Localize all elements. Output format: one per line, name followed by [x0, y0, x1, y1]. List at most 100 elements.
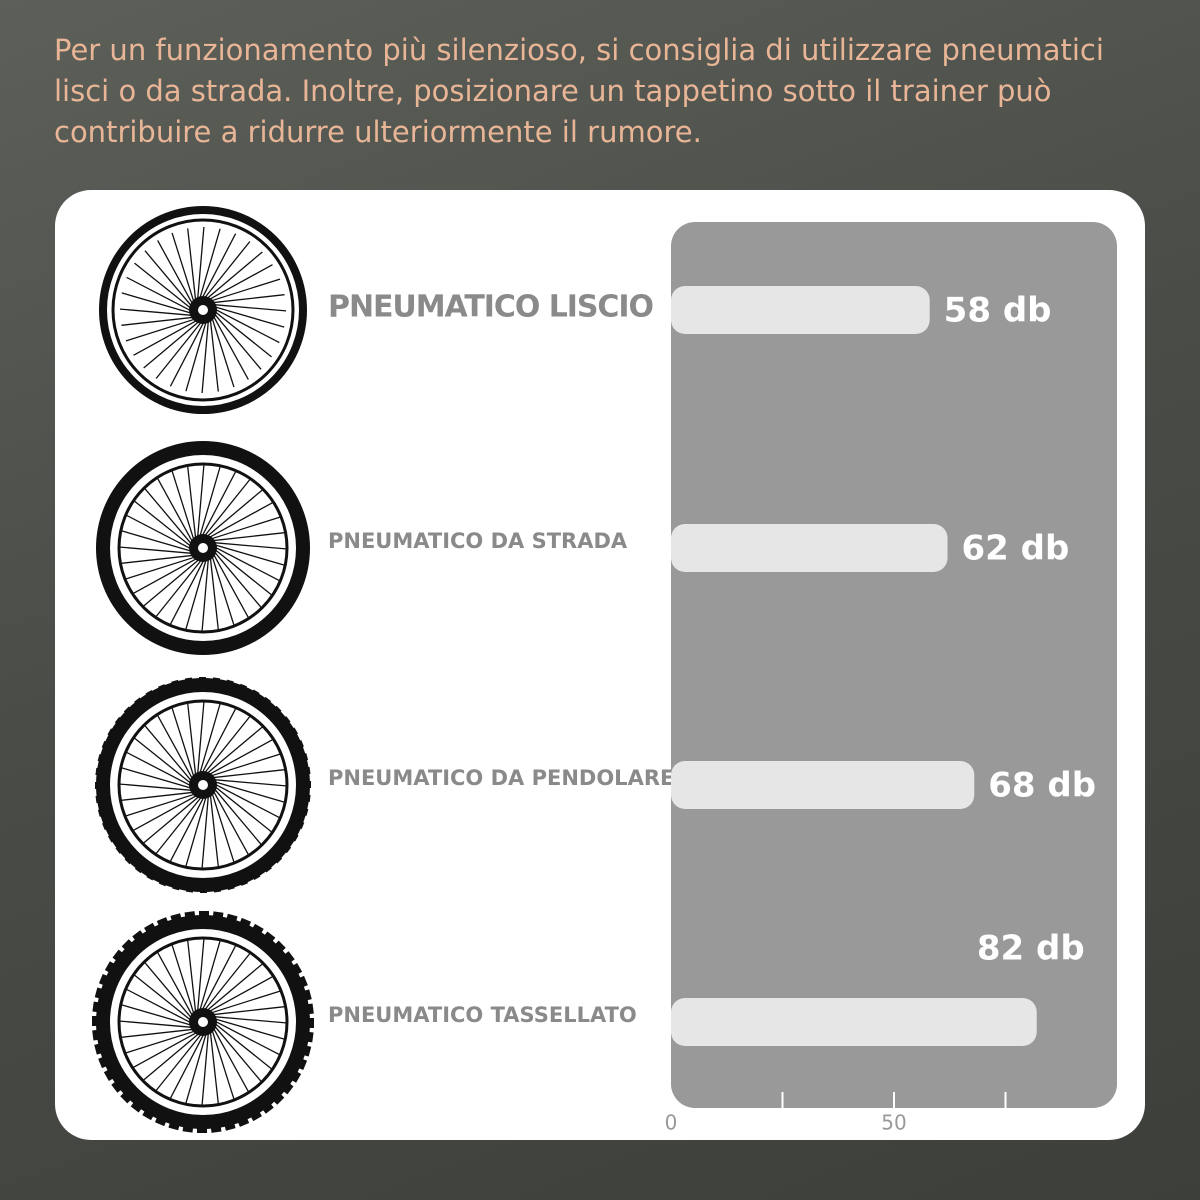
spoke [187, 703, 197, 779]
spoke [155, 1031, 204, 1091]
tread [94, 1042, 107, 1055]
tread [288, 832, 299, 842]
tread [182, 1121, 194, 1133]
spoke [185, 1031, 208, 1104]
spoke [125, 555, 198, 580]
tread [124, 854, 135, 865]
spoke [133, 556, 200, 594]
tread [304, 781, 311, 788]
spoke [125, 1029, 198, 1054]
x-tick-label: 0 [665, 1111, 678, 1135]
tread [134, 697, 144, 708]
spoke [200, 233, 237, 301]
tread [112, 949, 127, 964]
spoke [155, 557, 204, 617]
tread [114, 716, 125, 727]
spoke [121, 1028, 197, 1038]
spoke [209, 316, 219, 392]
tread [302, 1003, 314, 1015]
hub-center [198, 305, 208, 315]
rim [117, 936, 289, 1108]
spoke [204, 963, 263, 1013]
spoke [155, 794, 204, 854]
wheel-icons [92, 206, 314, 1133]
spoke [134, 262, 194, 311]
tread [134, 863, 145, 874]
spoke [169, 1031, 206, 1099]
spoke [209, 1006, 285, 1016]
spoke [208, 516, 281, 541]
tread [92, 1016, 102, 1026]
tire [96, 441, 310, 655]
tread [261, 931, 276, 946]
spoke [212, 309, 272, 358]
tread [107, 832, 118, 843]
tread [299, 989, 312, 1002]
spoke [200, 945, 237, 1013]
spoke [206, 264, 273, 302]
spoke [202, 716, 251, 776]
spoke [169, 557, 206, 625]
spoke [201, 1030, 210, 1106]
spoke [212, 307, 280, 344]
spoke [209, 769, 285, 779]
tread [270, 1090, 285, 1105]
spoke [204, 251, 263, 301]
spoke [121, 767, 194, 790]
tread [144, 922, 158, 937]
spoke [143, 319, 202, 369]
tread [97, 808, 107, 817]
spoke [155, 319, 204, 379]
spoke [121, 292, 194, 315]
spoke [209, 1028, 219, 1104]
tread [185, 884, 194, 893]
value-label: 82 db [977, 929, 1085, 969]
spoke [126, 988, 194, 1025]
tread [262, 862, 272, 873]
spoke [206, 739, 273, 777]
spoke [201, 793, 210, 869]
tread [304, 1018, 314, 1028]
tread [199, 677, 206, 684]
tread [294, 1056, 308, 1071]
tread [92, 1001, 104, 1013]
tread [271, 705, 282, 716]
spoke [202, 953, 251, 1013]
spoke [208, 278, 281, 303]
tire [96, 915, 310, 1129]
bar [671, 286, 930, 334]
tread [102, 820, 112, 831]
spoke [211, 1015, 287, 1024]
spoke [134, 737, 194, 786]
tread [200, 886, 207, 893]
spoke [187, 228, 197, 304]
tread [299, 1044, 312, 1057]
spoke [212, 782, 280, 819]
spoke [133, 1030, 200, 1068]
tread [212, 911, 224, 923]
bar [671, 524, 948, 572]
spoke [211, 313, 249, 380]
tread [271, 940, 286, 955]
bar [671, 761, 975, 809]
tread [236, 1113, 250, 1127]
spoke [202, 479, 251, 539]
spoke [212, 784, 272, 833]
spoke [169, 319, 206, 387]
category-label: PNEUMATICO DA PENDOLARE [328, 766, 674, 790]
spoke [126, 514, 194, 551]
tread [95, 767, 104, 776]
tread [213, 884, 222, 893]
tread [142, 1106, 156, 1121]
hub-center [198, 780, 208, 790]
plot-panel [671, 222, 1117, 1108]
spoke [210, 315, 235, 388]
rim [117, 462, 289, 634]
spoke [212, 543, 285, 566]
spoke [171, 707, 196, 780]
spoke [198, 466, 221, 539]
category-label: PNEUMATICO TASSELLATO [328, 1003, 637, 1027]
spoke [208, 753, 281, 778]
spoke [125, 317, 198, 342]
spoke [208, 990, 281, 1015]
